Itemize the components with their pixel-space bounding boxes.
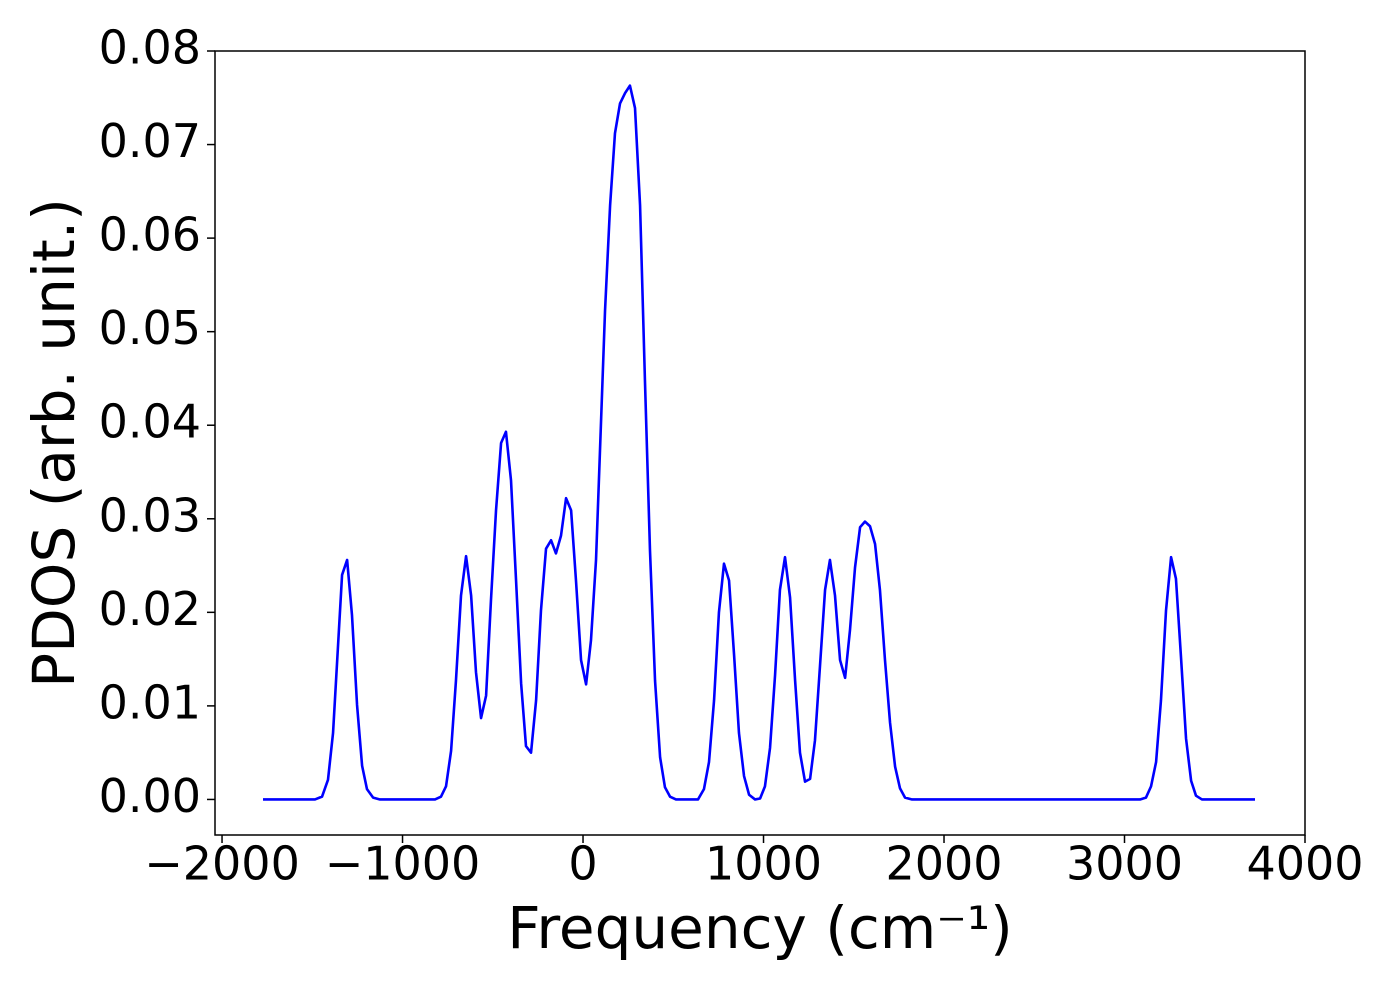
y-tick-label: 0.01 (99, 675, 201, 729)
x-tick-label: 0 (568, 837, 597, 891)
y-tick-label: 0.04 (99, 395, 201, 449)
x-tick-label: 1000 (705, 837, 822, 891)
y-tick-label: 0.08 (99, 21, 201, 75)
x-tick-label: −2000 (144, 837, 300, 891)
axes-frame (214, 50, 1306, 836)
y-tick-label: 0.02 (99, 582, 201, 636)
y-tick-label: 0.05 (99, 301, 201, 355)
y-tick-label: 0.06 (99, 208, 201, 262)
y-tick-label: 0.03 (99, 488, 201, 542)
y-tick-label: 0.00 (99, 769, 201, 823)
x-axis-label: Frequency (cm⁻¹) (507, 894, 1013, 962)
x-tick-label: 2000 (885, 837, 1002, 891)
x-tick-label: −1000 (325, 837, 481, 891)
y-tick-label: 0.07 (99, 114, 201, 168)
y-axis-label: PDOS (arb. unit.) (20, 198, 88, 688)
x-tick-label: 4000 (1246, 837, 1363, 891)
data-line (263, 84, 1255, 801)
x-tick-label: 3000 (1066, 837, 1183, 891)
